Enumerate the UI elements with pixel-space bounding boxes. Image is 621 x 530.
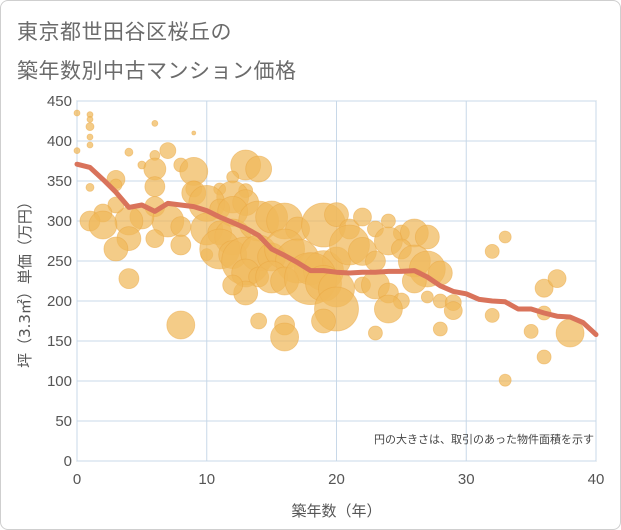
data-bubble <box>536 349 552 365</box>
average-trend-line <box>74 161 599 338</box>
data-bubble <box>86 141 94 149</box>
data-bubble <box>159 142 177 160</box>
data-bubble <box>498 230 512 244</box>
data-bubble <box>170 216 192 238</box>
x-tick-label: 20 <box>328 471 345 488</box>
data-bubble <box>191 130 197 136</box>
chart-title-line-2: 築年数別中古マンション価格 <box>17 59 297 83</box>
y-tick-label: 450 <box>47 93 72 110</box>
data-bubble <box>145 229 165 249</box>
data-bubble <box>144 176 166 198</box>
data-bubble <box>368 325 383 341</box>
data-bubble <box>85 182 95 192</box>
data-bubble <box>170 234 192 256</box>
data-bubble <box>270 322 300 352</box>
y-tick-label: 150 <box>47 333 72 350</box>
y-tick-label: 0 <box>64 453 72 470</box>
x-tick-label: 10 <box>198 471 215 488</box>
data-bubble <box>380 213 396 229</box>
data-bubble <box>498 373 512 387</box>
data-bubble <box>547 269 567 289</box>
y-tick-label: 100 <box>47 373 72 390</box>
chart-title-line-1: 東京都世田谷区桜丘の <box>17 20 232 44</box>
y-tick-label: 350 <box>47 173 72 190</box>
y-tick-label: 200 <box>47 293 72 310</box>
trend-line-layer <box>74 161 599 338</box>
data-bubble <box>166 310 196 340</box>
data-bubble <box>124 147 134 157</box>
tick-label-layer: 0 50 100 150 200 250 300 350 400 450 0 10 20 30 40 <box>47 93 604 488</box>
x-axis-label: 築年数（年） <box>291 502 381 520</box>
data-bubble <box>86 116 94 123</box>
data-bubble <box>484 243 500 259</box>
data-bubble <box>414 224 440 250</box>
y-tick-label: 300 <box>47 213 72 230</box>
data-bubble <box>432 321 448 337</box>
data-bubble <box>373 294 403 324</box>
y-tick-label: 50 <box>55 413 72 430</box>
data-bubble <box>420 290 434 304</box>
data-bubble <box>353 207 372 227</box>
data-bubble <box>443 301 463 321</box>
y-axis-label: 坪（3.3㎡）単価（万円） <box>16 194 34 368</box>
data-bubble <box>484 307 500 323</box>
data-bubble <box>73 147 81 155</box>
data-bubble <box>103 236 129 262</box>
data-bubble <box>151 120 159 127</box>
x-tick-label: 30 <box>458 471 475 488</box>
data-bubble <box>311 308 336 334</box>
data-bubble <box>118 268 140 290</box>
data-bubble <box>245 155 273 183</box>
data-bubble <box>73 109 81 117</box>
bubble-layer <box>73 109 585 387</box>
data-bubble <box>86 133 94 141</box>
y-tick-label: 250 <box>47 253 72 270</box>
data-bubble <box>250 312 268 330</box>
data-bubble <box>88 210 118 240</box>
data-bubble <box>222 274 244 296</box>
bubble-size-note: 円の大きさは、取引のあった物件面積を示す <box>374 432 594 446</box>
data-bubble <box>324 202 349 228</box>
y-tick-label: 400 <box>47 133 72 150</box>
x-tick-label: 40 <box>588 471 605 488</box>
x-tick-label: 0 <box>73 471 81 488</box>
data-bubble <box>534 278 554 298</box>
data-bubble <box>85 122 95 131</box>
data-bubble <box>523 323 539 339</box>
